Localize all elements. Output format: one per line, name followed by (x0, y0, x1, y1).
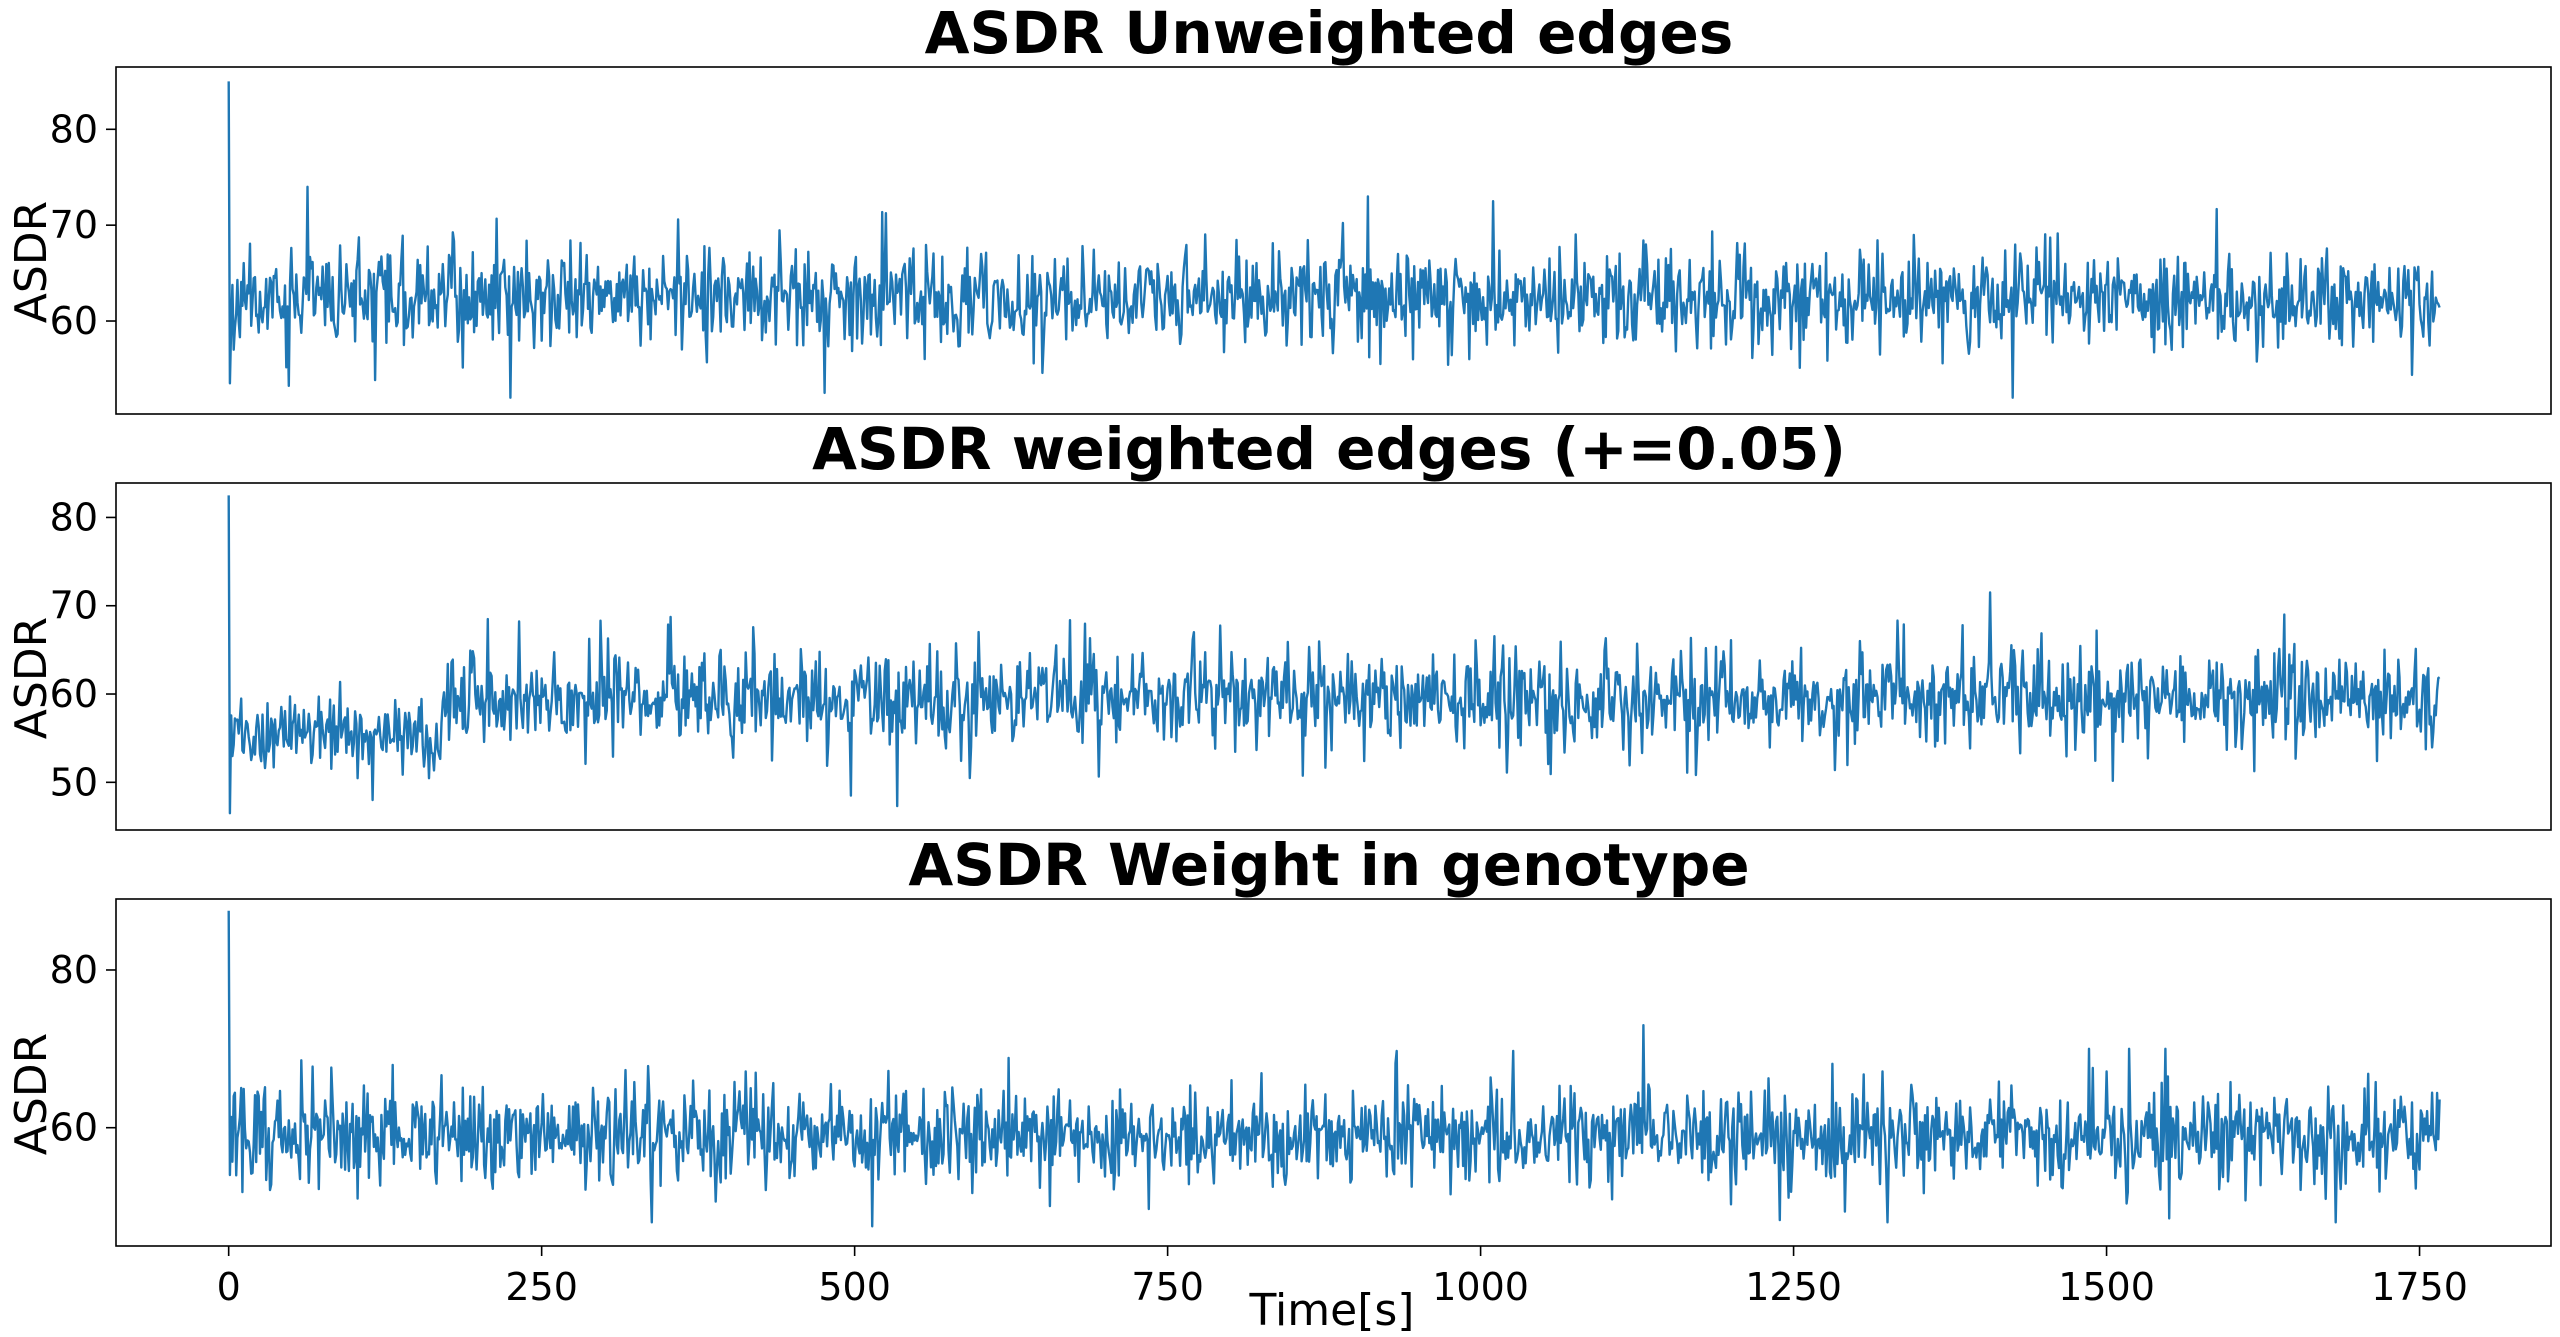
series-line-asdr-weighted-edges (227, 495, 2441, 815)
chart-title: ASDR Unweighted edges (925, 0, 1734, 67)
y-tick-label: 80 (50, 495, 98, 539)
plot-frame (115, 482, 2552, 831)
y-tick-label: 50 (50, 760, 98, 804)
chart-title: ASDR weighted edges (+=0.05) (812, 415, 1846, 483)
x-tick-label: 250 (505, 1265, 578, 1309)
y-axis-ticks: 50 60 70 80 (50, 495, 116, 804)
y-tick-label: 60 (50, 1106, 98, 1150)
chart-panel-asdr-weight-in-genotype: ASDR Weight in genotype ASDR 60 80 0 250 50… (6, 831, 2552, 1309)
y-tick-label: 80 (50, 107, 98, 151)
x-tick-label: 750 (1131, 1265, 1204, 1309)
y-tick-label: 80 (50, 948, 98, 992)
x-axis-label: Time[s] (1249, 1285, 1415, 1336)
series-line-asdr-weight-in-genotype (227, 910, 2441, 1228)
y-tick-label: 60 (50, 672, 98, 716)
x-tick-label: 0 (217, 1265, 241, 1309)
y-axis-ticks: 60 70 80 (50, 107, 116, 343)
plot-frame (115, 898, 2552, 1247)
y-axis-label: ASDR (6, 1033, 57, 1155)
x-tick-label: 500 (818, 1265, 891, 1309)
x-tick-label: 1750 (2371, 1265, 2468, 1309)
chart-panel-asdr-unweighted: ASDR Unweighted edges ASDR 60 70 80 (6, 0, 2552, 415)
y-axis-label: ASDR (6, 201, 57, 323)
x-axis-ticks: 0 250 500 750 1000 1250 1500 1750 (217, 1246, 2468, 1309)
plot-frame (115, 66, 2552, 415)
y-tick-label: 70 (50, 203, 98, 247)
y-axis-ticks: 60 80 (50, 948, 116, 1150)
chart-title: ASDR Weight in genotype (908, 831, 1749, 899)
y-axis-label: ASDR (6, 617, 57, 739)
x-tick-label: 1250 (1745, 1265, 1842, 1309)
x-tick-label: 1500 (2058, 1265, 2155, 1309)
x-tick-label: 1000 (1432, 1265, 1529, 1309)
chart-panel-asdr-weighted-edges: ASDR weighted edges (+=0.05) ASDR 50 60 70… (6, 415, 2552, 831)
y-tick-label: 60 (50, 299, 98, 343)
y-tick-label: 70 (50, 584, 98, 628)
series-line-asdr-unweighted (227, 81, 2441, 399)
